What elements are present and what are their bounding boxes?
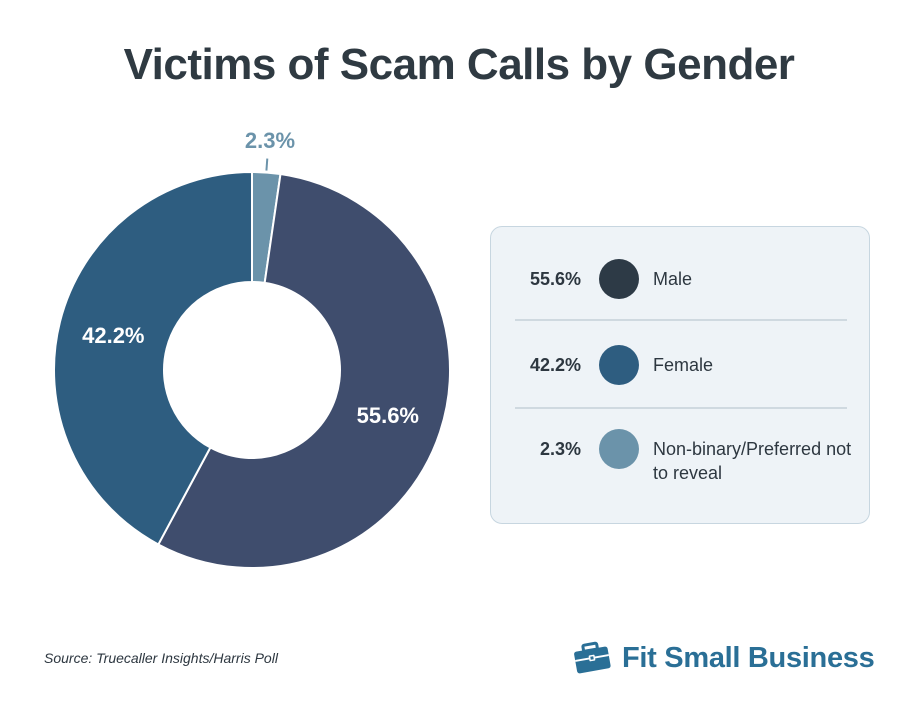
data-label-female: 42.2% xyxy=(82,323,144,348)
source-note: Source: Truecaller Insights/Harris Poll xyxy=(44,650,278,666)
legend-swatch xyxy=(599,345,639,385)
leader-line xyxy=(265,158,269,171)
slice-female xyxy=(53,170,253,546)
slice-male xyxy=(156,172,451,569)
legend-value: 42.2% xyxy=(529,355,581,375)
brand-name: Fit Small Business xyxy=(622,641,875,674)
legend-label: Male xyxy=(653,269,693,289)
legend-item-male: 55.6% Male xyxy=(491,257,871,317)
legend-value: 55.6% xyxy=(529,269,581,289)
legend-item-nonbinary: 2.3% Non-binary/Preferred not to reveal xyxy=(491,427,871,487)
briefcase-icon xyxy=(574,641,611,674)
legend-swatch xyxy=(599,429,639,469)
legend-label: Female xyxy=(653,355,714,375)
legend-item-female: 42.2% Female xyxy=(491,343,871,403)
legend-value: 2.3% xyxy=(539,439,581,459)
legend-divider xyxy=(515,319,847,321)
donut-chart: 2.3% 55.6% 42.2% xyxy=(53,128,451,569)
brand-logo: Fit Small Business xyxy=(572,636,875,680)
legend: 55.6% Male 42.2% Female 2.3% Non-binary/… xyxy=(490,226,870,524)
legend-label: Non-binary/Preferred not to reveal xyxy=(653,439,852,483)
chart-title: Victims of Scam Calls by Gender xyxy=(123,40,795,89)
data-label-male: 55.6% xyxy=(357,403,419,428)
data-label-nonbinary: 2.3% xyxy=(245,128,295,153)
legend-divider xyxy=(515,407,847,409)
legend-swatch xyxy=(599,259,639,299)
